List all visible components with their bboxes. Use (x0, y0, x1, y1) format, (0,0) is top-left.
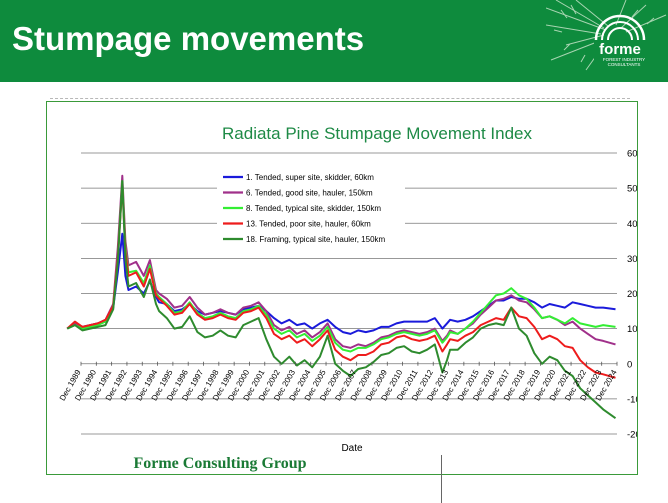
svg-text:forme: forme (599, 41, 641, 58)
svg-text:FOREST INDUSTRY: FOREST INDUSTRY (603, 57, 645, 62)
series-line-4 (66, 183, 616, 379)
y-tick-label: 0 (627, 359, 632, 370)
y-tick-label: -2000 (627, 430, 637, 441)
svg-text:CONSULTANTS: CONSULTANTS (608, 62, 641, 67)
series-line-5 (66, 180, 617, 420)
header-banner: Stumpage movements forme FOREST INDUSTRY… (0, 0, 668, 82)
legend-box (217, 162, 405, 244)
chart-frame: Radiata Pine Stumpage Movement Index -20… (46, 101, 651, 475)
chart-title: Radiata Pine Stumpage Movement Index (222, 124, 532, 143)
page-title: Stumpage movements (12, 20, 365, 57)
y-tick-label: -1000 (627, 394, 637, 405)
legend-label: 1. Tended, super site, skidder, 60km (246, 173, 374, 182)
legend-label: 6. Tended, good site, hauler, 150km (246, 189, 373, 198)
divider (50, 98, 630, 99)
footer-divider (441, 455, 442, 503)
series-line-2 (66, 174, 616, 349)
footer-company: Forme Consulting Group (133, 455, 307, 472)
y-tick-label: 6000 (627, 149, 637, 160)
y-tick-label: 5000 (627, 184, 637, 195)
y-tick-label: 3000 (627, 254, 637, 265)
series-line-1 (66, 232, 616, 335)
series-line-3 (66, 180, 616, 353)
legend-label: 18. Framing, typical site, hauler, 150km (246, 235, 386, 244)
y-tick-label: 2000 (627, 289, 637, 300)
stumpage-chart: Radiata Pine Stumpage Movement Index -20… (58, 124, 651, 454)
x-axis-label: Date (341, 443, 363, 454)
y-tick-label: 4000 (627, 219, 637, 230)
y-tick-label: 1000 (627, 324, 637, 335)
legend-label: 8. Tended, typical site, skidder, 150km (246, 204, 381, 213)
forme-logo-icon: forme FOREST INDUSTRY CONSULTANTS (546, 0, 667, 71)
legend-label: 13. Tended, poor site, hauler, 60km (246, 220, 371, 229)
